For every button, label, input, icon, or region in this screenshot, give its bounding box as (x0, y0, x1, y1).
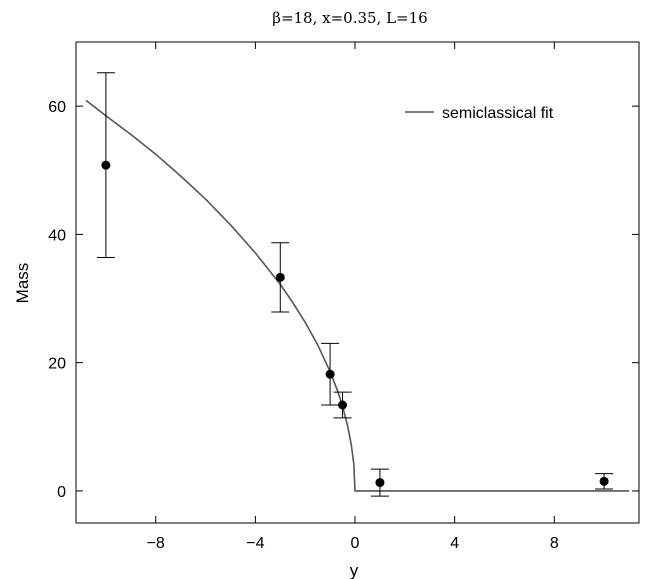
data-point (101, 160, 111, 170)
legend: semiclassical fit (405, 105, 554, 122)
legend-entry-semiclassical-fit: semiclassical fit (442, 105, 554, 122)
semiclassical-fit-line (85, 99, 629, 492)
data-point-with-error-bar (96, 72, 115, 258)
data-point (338, 400, 348, 410)
data-point (275, 272, 285, 282)
data-point-with-error-bar (333, 391, 352, 419)
data-points-layer (96, 72, 614, 497)
y-tick-label: 60 (48, 99, 66, 116)
y-axis-label: Mass (13, 263, 32, 304)
x-tick-label: 8 (550, 535, 559, 552)
data-point (375, 478, 385, 488)
plot-frame (75, 41, 640, 524)
x-tick-label: −4 (246, 535, 264, 552)
x-tick-label: 0 (351, 535, 360, 552)
fit-curve-layer (85, 99, 629, 492)
y-tick-label: 40 (48, 227, 66, 244)
data-point-with-error-bar (321, 342, 340, 406)
data-point (325, 369, 335, 379)
x-tick-label: 4 (450, 535, 459, 552)
x-axis-label: y (350, 561, 359, 579)
data-point-with-error-bar (595, 473, 614, 490)
x-tick-label: −8 (147, 535, 165, 552)
chart-title: β=18, x=0.35, L=16 (272, 9, 427, 27)
y-tick-label: 20 (48, 356, 66, 373)
data-point-with-error-bar (271, 242, 290, 313)
y-tick-label: 0 (57, 484, 66, 501)
data-point-with-error-bar (370, 468, 389, 497)
data-point (599, 476, 609, 486)
tick-labels: −8 −4 0 4 8 0 20 40 60 (48, 99, 559, 552)
axis-ticks (76, 42, 639, 523)
